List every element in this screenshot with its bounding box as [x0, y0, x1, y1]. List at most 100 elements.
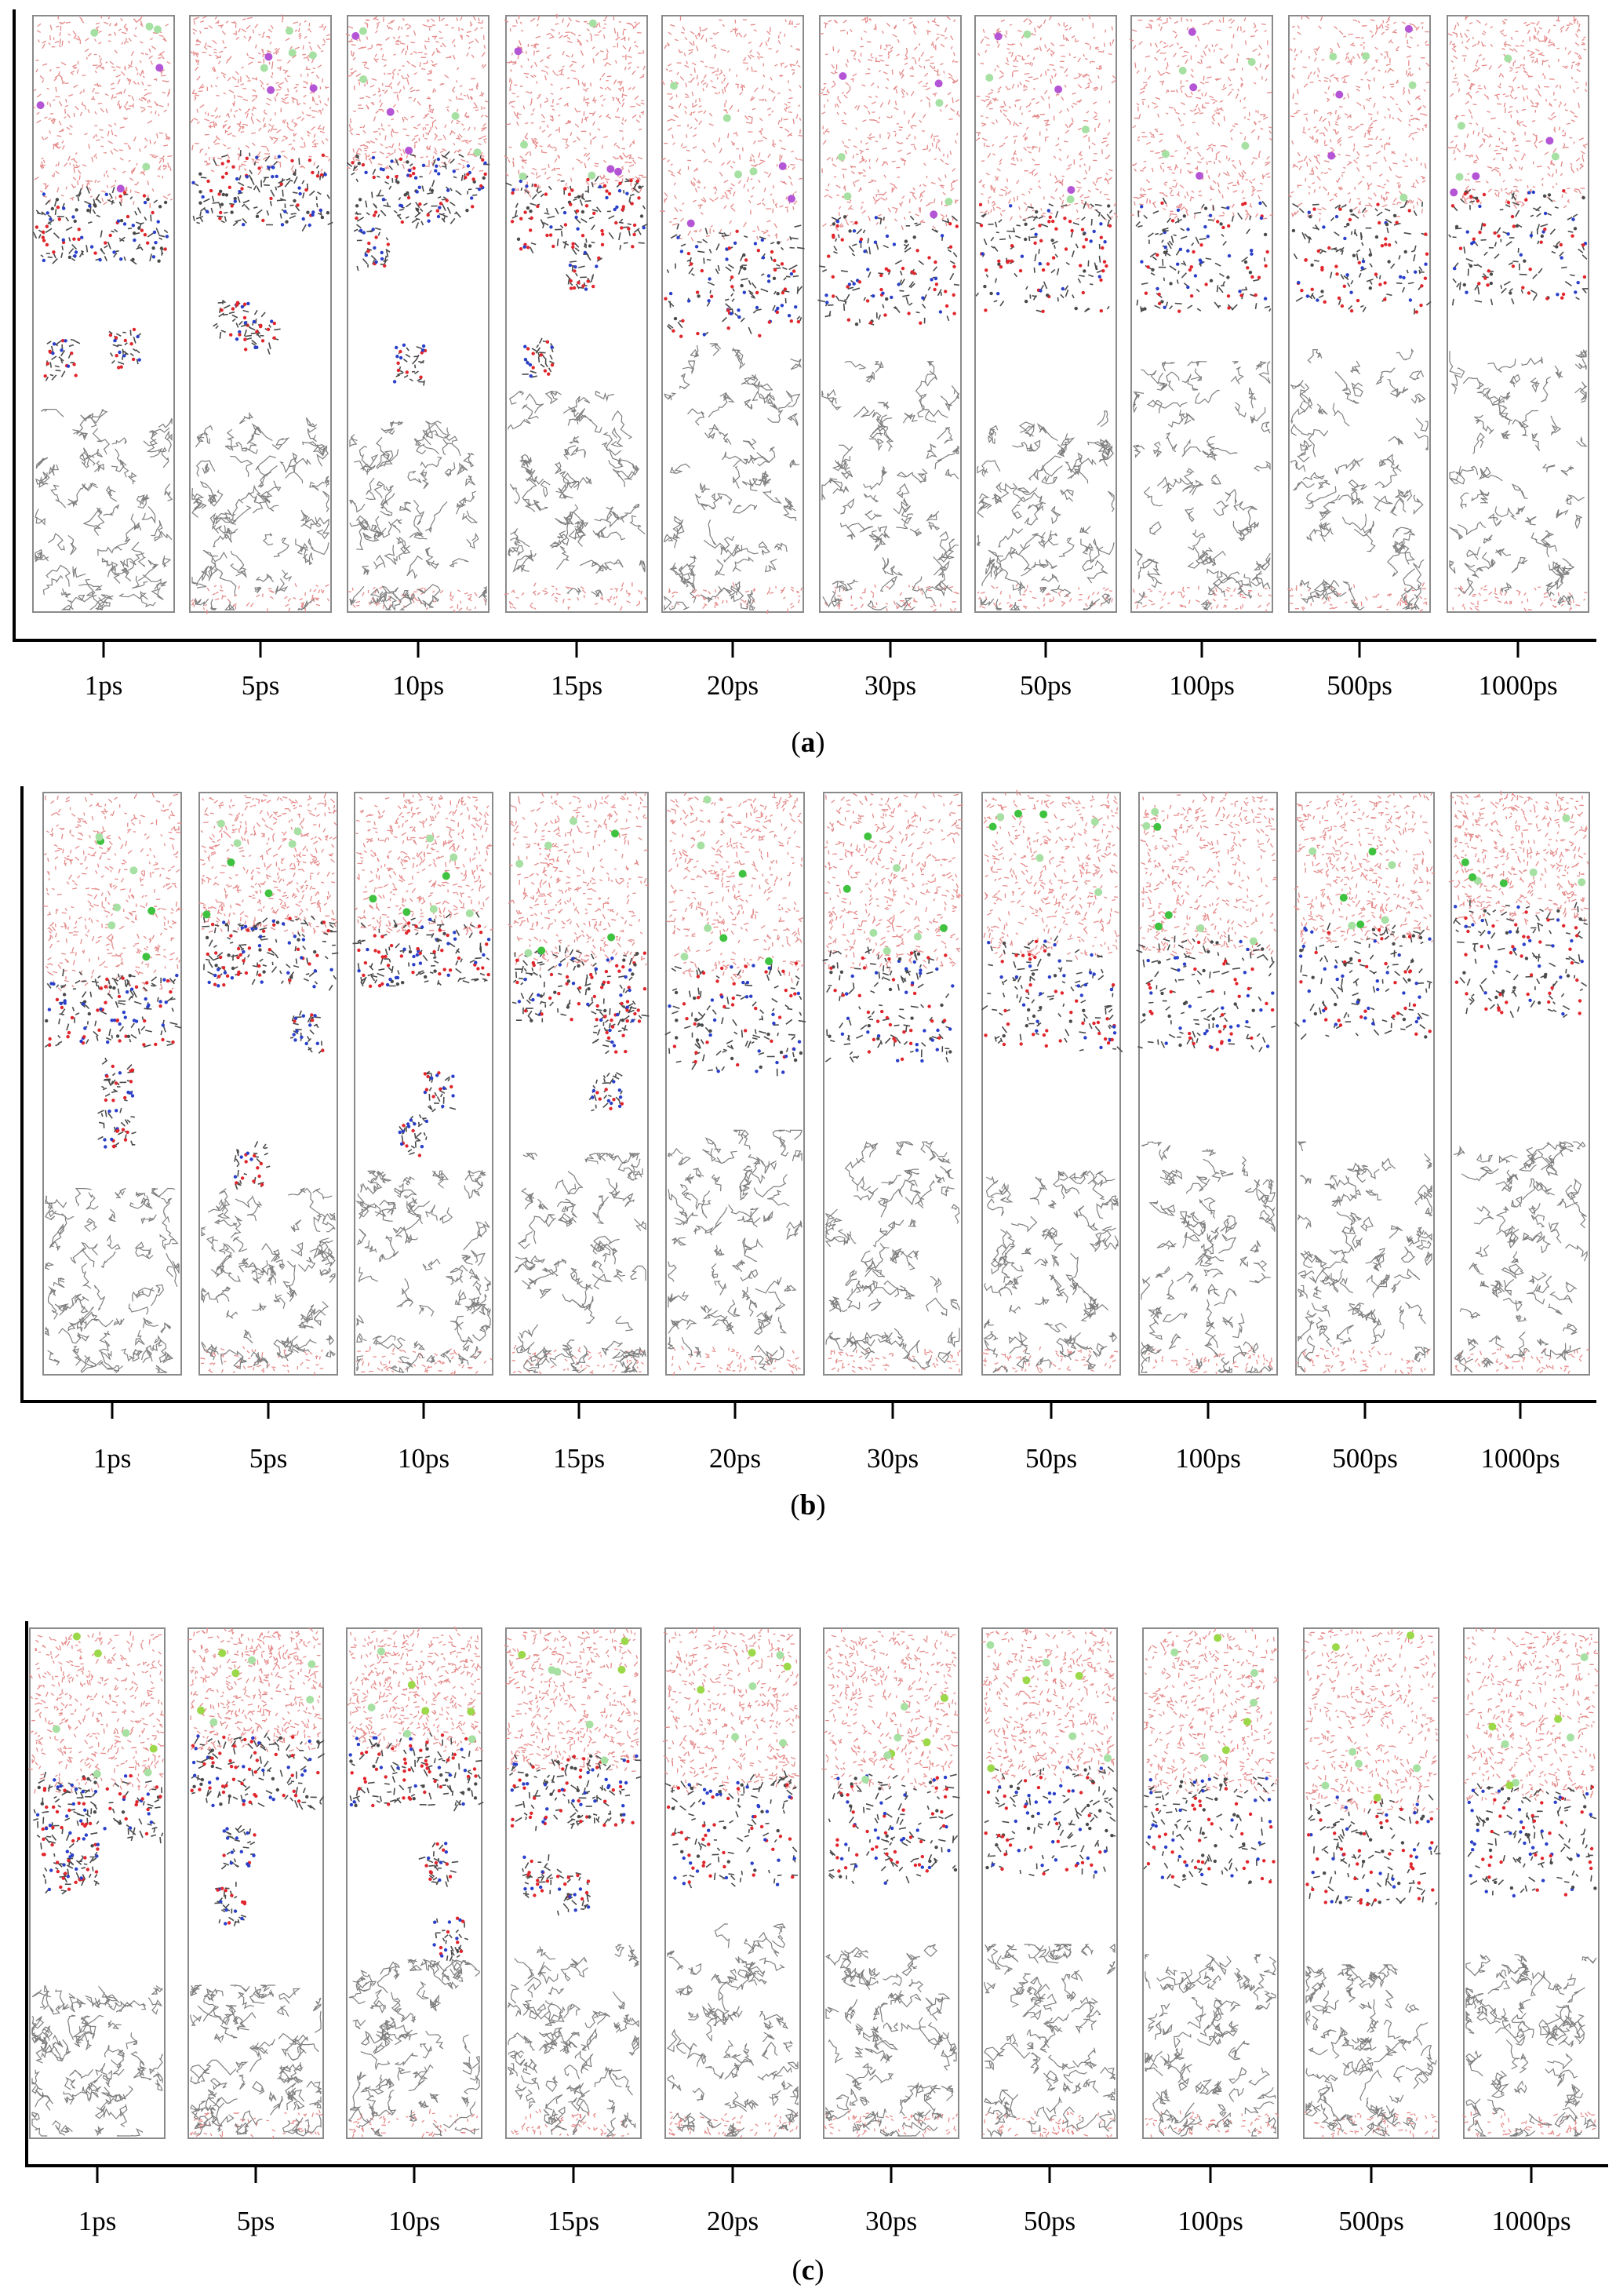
snapshot-frame: [508, 791, 650, 1376]
panel-c-caption: (c): [792, 2254, 824, 2287]
snapshot-frame: [981, 789, 1123, 1376]
panel-b-snapshots: [42, 789, 1590, 1376]
time-label: 20ps: [707, 670, 759, 701]
snapshot-frame: [981, 1627, 1118, 2139]
hydrocarbon-network: [45, 1188, 180, 1373]
panel-b-ticks: 1ps 5ps 10ps 15ps 20ps 30ps 50ps 100ps 500ps 1000…: [93, 1400, 1560, 1474]
hydrocarbon-network: [1449, 349, 1588, 606]
time-label: 15ps: [553, 1443, 605, 1474]
water-molecules: [198, 793, 338, 1376]
time-label: 500ps: [1332, 1443, 1398, 1474]
ions: [861, 1694, 948, 1784]
surfactant-layer: [1467, 1783, 1597, 1898]
snapshot-frame: [974, 14, 1119, 613]
surfactant-layer: [190, 1732, 325, 1927]
surfactant-layer: [511, 945, 650, 1112]
ions: [202, 819, 302, 919]
ions: [1170, 1634, 1258, 1762]
water-molecules: [1139, 791, 1277, 1375]
surfactant-layer: [346, 151, 490, 386]
surfactant-layer: [828, 1773, 960, 1885]
hydrocarbon-network: [1453, 1141, 1588, 1373]
panel-a-snapshots: [32, 13, 1589, 614]
time-label: 5ps: [242, 670, 280, 701]
hydrocarbon-network: [1297, 1141, 1433, 1373]
surfactant-layer: [981, 935, 1123, 1053]
surfactant-layer: [1136, 935, 1276, 1052]
snapshot-frame: [1448, 790, 1590, 1376]
hydrocarbon-network: [666, 1923, 799, 2137]
hydrocarbon-network: [348, 1958, 480, 2137]
time-label: 10ps: [392, 670, 444, 701]
time-label: 50ps: [1024, 2206, 1076, 2236]
water-molecules: [355, 793, 494, 1376]
water-molecules: [1448, 790, 1590, 1374]
time-label: 50ps: [1025, 1443, 1077, 1474]
snapshot-frame: [187, 1627, 325, 2140]
time-label: 30ps: [865, 2206, 917, 2236]
panel-c: 1ps 5ps 10ps 15ps 20ps 30ps 50ps 100ps 500ps 1000…: [25, 1621, 1608, 2287]
ions: [514, 19, 622, 180]
surfactant-layer: [44, 968, 181, 1149]
time-label: 1ps: [78, 2206, 117, 2236]
hydrocarbon-network: [1290, 348, 1429, 610]
surfactant-layer: [1143, 1776, 1276, 1889]
ions: [36, 22, 164, 193]
hydrocarbon-network: [514, 1152, 647, 1373]
snapshot-frame: [1129, 15, 1274, 613]
ions: [1321, 1631, 1421, 1802]
snapshot-frame: [662, 1626, 801, 2139]
snapshot-frame: [1287, 15, 1432, 613]
snapshot-frame: [32, 15, 175, 613]
ions: [670, 82, 795, 228]
ions: [367, 1647, 476, 1744]
time-label: 500ps: [1338, 2206, 1404, 2236]
snapshot-frame: [42, 792, 183, 1376]
time-label: 15ps: [548, 2206, 599, 2236]
ions: [1327, 24, 1417, 202]
panel-b-caption: (b): [790, 1489, 825, 1522]
hydrocarbon-network: [663, 343, 803, 611]
time-label: 5ps: [237, 2206, 275, 2236]
water-molecules: [345, 16, 489, 613]
time-label: 100ps: [1177, 2206, 1243, 2236]
ions: [1461, 814, 1586, 887]
surfactant-layer: [202, 915, 339, 1190]
time-label: 30ps: [864, 670, 916, 701]
ions: [1308, 847, 1396, 930]
time-label: 1000ps: [1478, 670, 1557, 701]
surfactant-layer: [352, 912, 491, 1157]
panel-a-axis: [13, 9, 1596, 642]
water-molecules: [821, 1627, 959, 2137]
ions: [1161, 27, 1256, 180]
water-molecules: [662, 1626, 800, 2138]
snapshot-frame: [1447, 15, 1589, 613]
surfactant-layer: [975, 201, 1113, 313]
hydrocarbon-network: [508, 390, 646, 598]
ions: [1450, 54, 1560, 197]
hydrocarbon-network: [191, 412, 330, 610]
snapshot-frame: [198, 792, 339, 1376]
snapshot-frame: [660, 15, 805, 614]
time-label: 10ps: [388, 2206, 440, 2236]
ions: [986, 1641, 1112, 1773]
hydrocarbon-network: [31, 1984, 163, 2137]
time-label: 10ps: [398, 1443, 449, 1474]
hydrocarbon-network: [508, 1944, 639, 2137]
water-molecules: [1143, 1627, 1279, 2138]
snapshot-frame: [1136, 791, 1278, 1376]
surfactant-layer: [664, 1770, 799, 1889]
hydrocarbon-network: [1465, 1954, 1597, 2137]
surfactant-layer: [1305, 1794, 1441, 1907]
hydrocarbon-network: [355, 1169, 491, 1373]
snapshot-frame: [27, 1627, 166, 2139]
time-label: 1ps: [93, 1443, 132, 1474]
time-label: 500ps: [1327, 670, 1392, 701]
water-molecules: [1287, 15, 1430, 613]
snapshot-frame: [346, 1626, 484, 2139]
snapshot-frame: [822, 792, 963, 1376]
surfactant-layer: [505, 175, 648, 378]
water-molecules: [504, 1628, 641, 2139]
surfactant-layer: [1135, 197, 1272, 313]
